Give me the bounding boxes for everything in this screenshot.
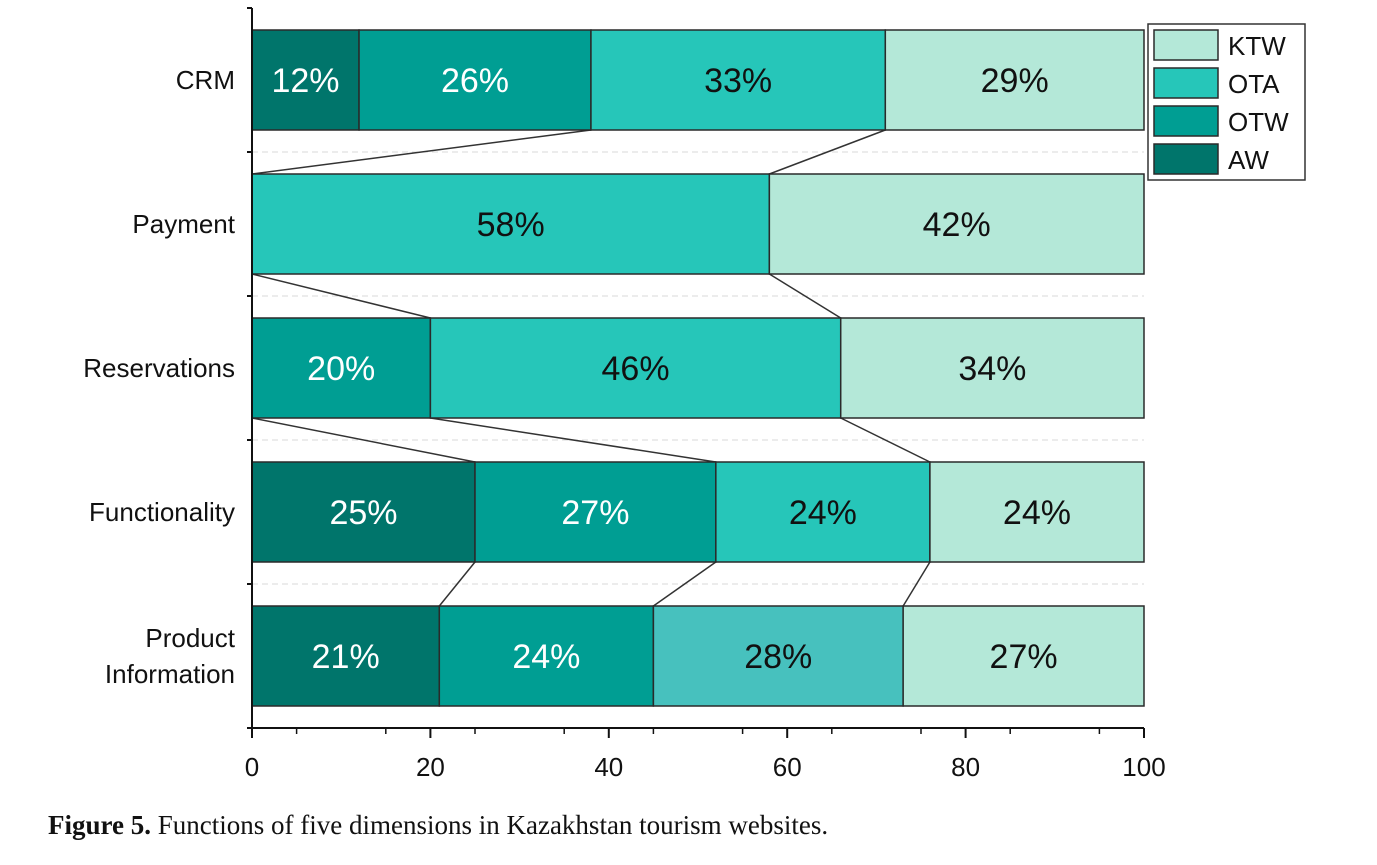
legend-swatch-ota — [1153, 67, 1219, 99]
x-tick-label: 60 — [773, 752, 802, 782]
x-tick-label: 80 — [951, 752, 980, 782]
category-label: Payment — [132, 209, 235, 239]
connector-line — [902, 561, 931, 607]
caption-label: Figure 5. — [48, 810, 151, 840]
category-label: CRM — [176, 65, 235, 95]
bar-value-label: 33% — [704, 62, 772, 100]
connector-line — [251, 273, 431, 319]
bar-ota — [590, 29, 887, 131]
legend-swatch-otw — [1153, 105, 1219, 137]
bar-value-label: 28% — [744, 638, 812, 676]
connector-line — [251, 129, 592, 175]
bar-value-label: 42% — [923, 206, 991, 244]
bar-aw — [251, 461, 476, 563]
legend-label: AW — [1228, 145, 1269, 175]
bar-otw — [358, 29, 592, 131]
bar-value-label: 12% — [271, 62, 339, 100]
legend-label: OTW — [1228, 107, 1289, 137]
legend-label: OTA — [1228, 69, 1280, 99]
x-tick-label: 40 — [594, 752, 623, 782]
bar-value-label: 34% — [958, 350, 1026, 388]
category-label: Product — [145, 623, 235, 653]
connector-line — [768, 273, 842, 319]
connector-line — [251, 417, 476, 463]
connector-line — [840, 417, 931, 463]
connector-line — [438, 561, 476, 607]
bar-ota — [429, 317, 842, 419]
x-tick-label: 0 — [245, 752, 259, 782]
bar-aw — [251, 29, 360, 131]
connector-line — [430, 417, 716, 463]
bar-ktw — [902, 605, 1145, 707]
legend-label: KTW — [1228, 31, 1286, 61]
bar-value-label: 24% — [789, 494, 857, 532]
category-label: Functionality — [89, 497, 235, 527]
bar-aw — [251, 605, 441, 707]
bar-value-label: 24% — [1003, 494, 1071, 532]
bar-value-label: 27% — [990, 638, 1058, 676]
bar-ktw — [929, 461, 1145, 563]
connector-line — [652, 561, 717, 607]
bar-value-label: 27% — [561, 494, 629, 532]
bar-otw — [438, 605, 655, 707]
bar-ota — [251, 173, 771, 275]
bar-ktw — [839, 317, 1145, 419]
bar-value-label: 24% — [512, 638, 580, 676]
bar-ota — [715, 461, 931, 563]
connector-line — [769, 129, 886, 175]
caption-text: Functions of five dimensions in Kazakhst… — [151, 810, 829, 840]
category-label: Reservations — [83, 353, 235, 383]
bar-value-label: 25% — [329, 494, 397, 532]
bar-ktw — [884, 29, 1145, 131]
figure-caption: Figure 5. Functions of five dimensions i… — [48, 810, 828, 841]
bar-ktw — [768, 173, 1145, 275]
bar-value-label: 26% — [441, 62, 509, 100]
bar-value-label: 58% — [477, 206, 545, 244]
bar-value-label: 29% — [981, 62, 1049, 100]
legend-swatch-aw — [1153, 143, 1219, 175]
stacked-bar-chart: 12% 26% 33% 29% CRM 58% 42% Payment 20% 46% 34% Res… — [83, 7, 1306, 782]
category-label: Information — [105, 659, 235, 689]
bar-otw — [474, 461, 717, 563]
x-tick-label: 100 — [1122, 752, 1165, 782]
x-tick-label: 20 — [416, 752, 445, 782]
bar-value-label: 20% — [307, 350, 375, 388]
bar-ota — [652, 605, 904, 707]
bar-value-label: 21% — [312, 638, 380, 676]
legend-swatch-ktw — [1153, 29, 1219, 61]
bar-value-label: 46% — [602, 350, 670, 388]
